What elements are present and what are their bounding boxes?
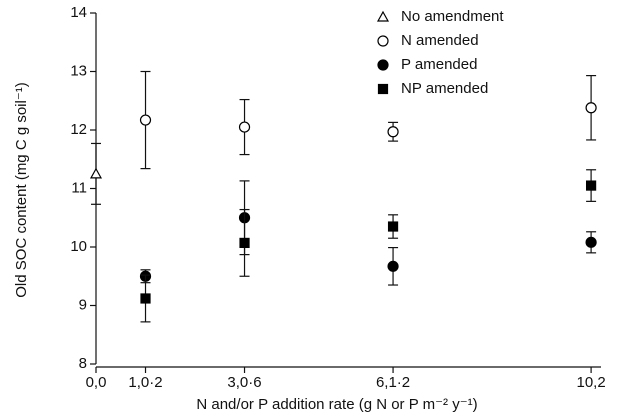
x-tick-label: 3,0·6 — [227, 374, 261, 391]
y-tick-label: 13 — [70, 62, 87, 79]
legend-label: NP amended — [401, 80, 488, 97]
y-tick-label: 10 — [70, 238, 87, 255]
marker — [89, 167, 103, 179]
marker — [239, 237, 250, 249]
marker — [387, 260, 399, 272]
legend-label: No amendment — [401, 8, 504, 25]
y-tick-label: 12 — [70, 121, 87, 138]
x-tick-label: 6,1·2 — [376, 374, 410, 391]
marker — [238, 121, 251, 133]
x-tick-label: 1,0·2 — [128, 374, 162, 391]
legend-label: P amended — [401, 56, 477, 73]
legend-marker — [377, 35, 389, 47]
y-tick-label: 14 — [70, 4, 87, 21]
marker — [585, 180, 597, 191]
legend-label: N amended — [401, 32, 479, 49]
legend-marker — [376, 10, 390, 22]
y-axis-label: Old SOC content (mg C g soil⁻¹) — [13, 82, 30, 297]
x-tick-label: 10,2 — [576, 374, 605, 391]
marker — [387, 126, 399, 138]
marker — [139, 114, 152, 126]
x-tick-label: 0,0 — [86, 374, 107, 391]
y-tick-label: 8 — [79, 355, 87, 372]
marker — [585, 102, 597, 114]
marker — [585, 236, 597, 248]
legend-marker — [377, 83, 389, 95]
legend-marker — [377, 59, 389, 71]
y-tick-label: 11 — [71, 179, 87, 196]
y-tick-label: 9 — [79, 296, 87, 313]
marker — [387, 221, 399, 232]
marker — [140, 293, 151, 304]
x-axis-label: N and/or P addition rate (g N or P m⁻² y… — [196, 396, 477, 413]
